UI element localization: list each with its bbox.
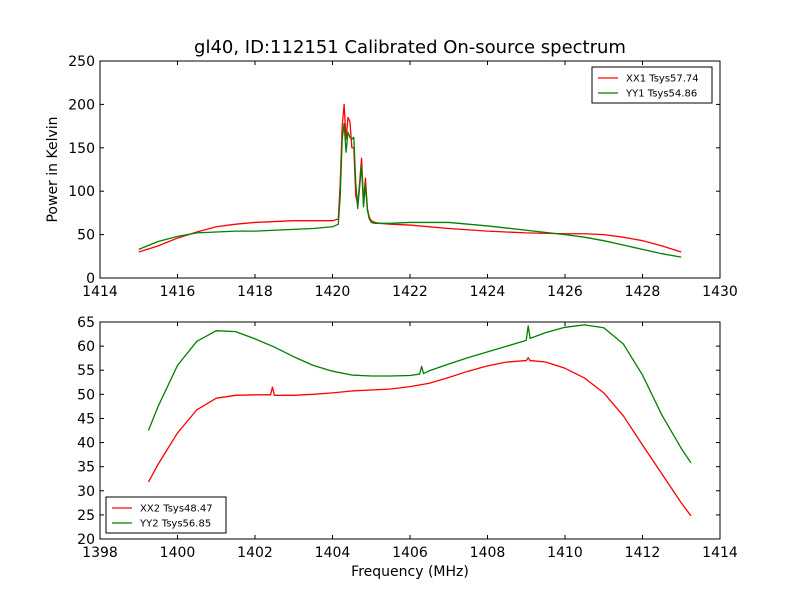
- legend-entry: YY2 Tsys56.85: [139, 519, 211, 530]
- y-tick-label: 55: [77, 363, 95, 379]
- x-tick-label: 1424: [470, 284, 506, 300]
- series-line-yy: [147, 324, 692, 464]
- x-tick-label: 1414: [82, 284, 118, 300]
- x-tick-label: 1430: [702, 284, 738, 300]
- figure-title: gl40, ID:112151 Calibrated On-source spe…: [194, 37, 626, 58]
- legend-box: [105, 496, 227, 534]
- series-line-yy: [138, 122, 682, 258]
- y-tick-label: 40: [77, 436, 95, 452]
- x-tick-label: 1418: [237, 284, 273, 300]
- x-tick-label: 1408: [470, 545, 506, 561]
- y-tick-label: 50: [77, 387, 95, 403]
- series-line-xx: [147, 357, 692, 517]
- y-tick-label: 45: [77, 411, 95, 427]
- y-tick-label: 100: [68, 184, 95, 200]
- y-tick-label: 60: [77, 339, 95, 355]
- x-axis-label: Frequency (MHz): [351, 564, 469, 580]
- y-tick-label: 30: [77, 484, 95, 500]
- x-tick-label: 1404: [315, 545, 351, 561]
- x-tick-label: 1410: [547, 545, 583, 561]
- y-tick-label: 50: [77, 228, 95, 244]
- x-tick-label: 1426: [547, 284, 583, 300]
- y-tick-label: 0: [86, 271, 95, 287]
- x-tick-label: 1414: [702, 545, 738, 561]
- y-tick-label: 200: [68, 97, 95, 113]
- x-tick-label: 1402: [237, 545, 273, 561]
- bottom-panel: 1398 1400 1402 1404 1406 1408 1410 1412 1414 20 25…: [77, 315, 738, 580]
- x-tick-label: 1420: [315, 284, 351, 300]
- x-tick-label: 1412: [625, 545, 661, 561]
- y-tick-label: 25: [77, 508, 95, 524]
- legend-entry: XX2 Tsys48.47: [140, 504, 213, 515]
- y-axis-label: Power in Kelvin: [45, 116, 61, 222]
- x-tick-label: 1428: [625, 284, 661, 300]
- y-tick-label: 35: [77, 460, 95, 476]
- legend-entry: XX1 Tsys57.74: [626, 74, 699, 85]
- top-panel: 1414 1416 1418 1420 1422 1424 1426 1428 1430 0 50 1…: [45, 54, 738, 300]
- legend-entry: YY1 Tsys54.86: [625, 89, 697, 100]
- y-tick-label: 20: [77, 532, 95, 548]
- x-tick-label: 1416: [160, 284, 196, 300]
- y-tick-label: 250: [68, 54, 95, 70]
- x-tick-label: 1398: [82, 545, 118, 561]
- y-tick-label: 150: [68, 141, 95, 157]
- y-tick-label: 65: [77, 315, 95, 331]
- x-tick-label: 1406: [392, 545, 428, 561]
- x-tick-label: 1400: [160, 545, 196, 561]
- legend-box: [591, 66, 713, 104]
- x-tick-label: 1422: [392, 284, 428, 300]
